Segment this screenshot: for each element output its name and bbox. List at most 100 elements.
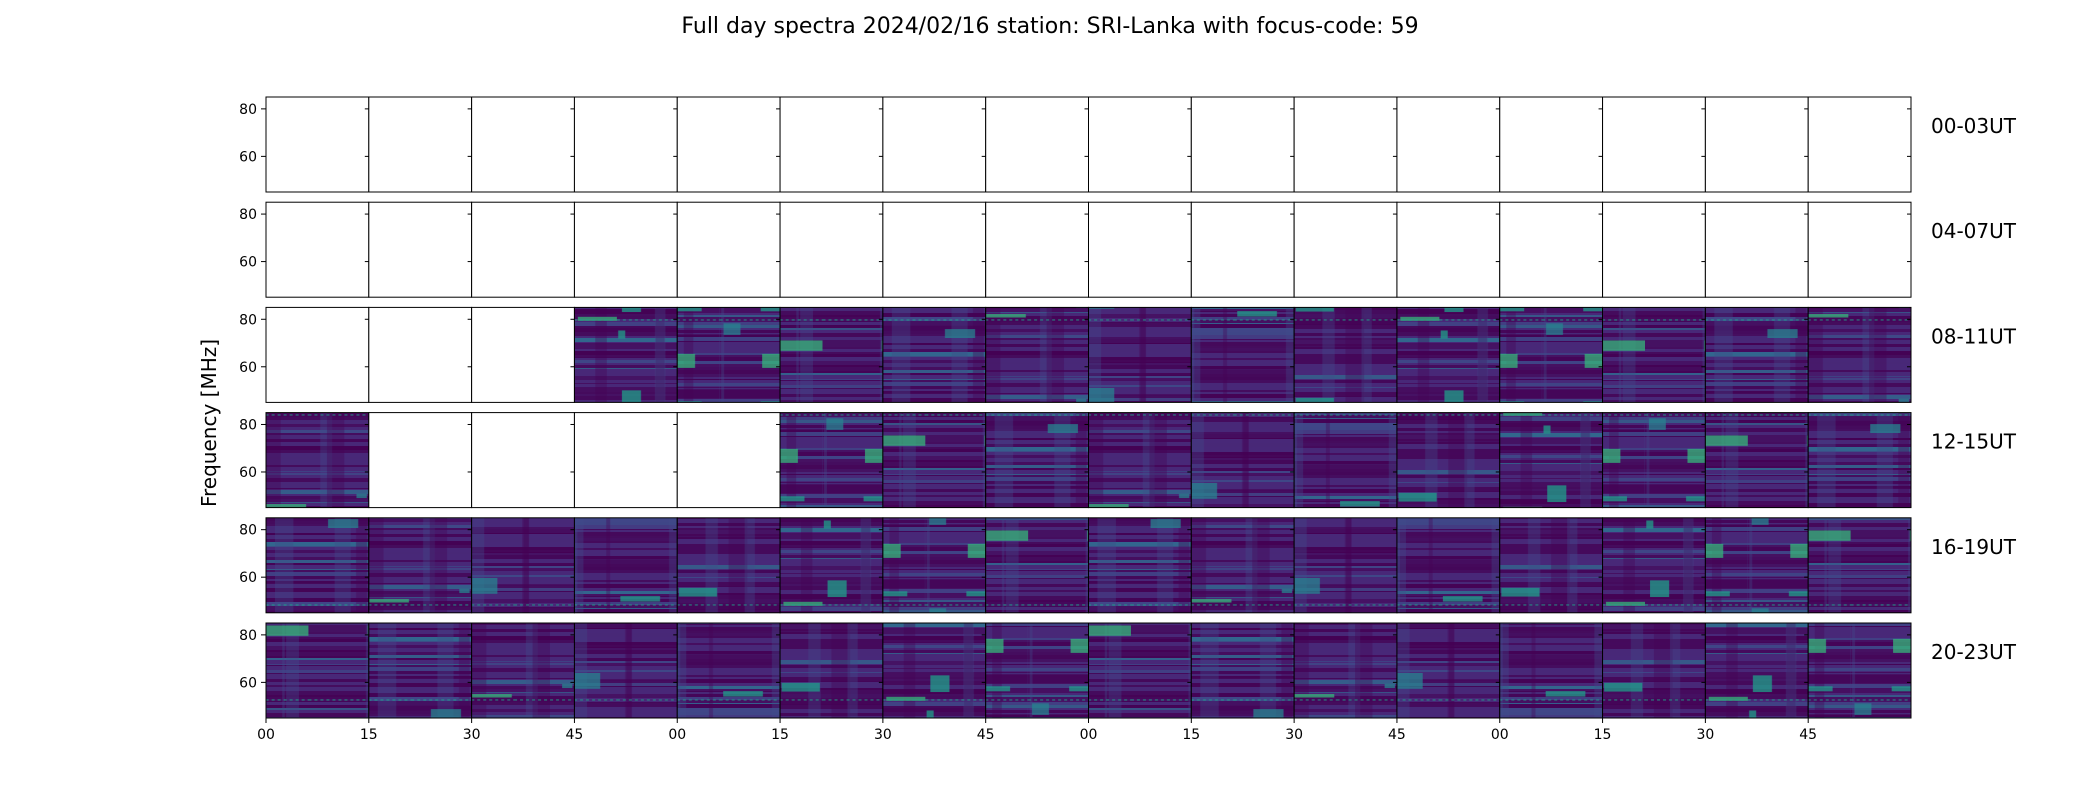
y-tick-label: 80 bbox=[239, 312, 257, 328]
spectrum-panel bbox=[265, 517, 370, 614]
spectrum-panel bbox=[471, 412, 575, 509]
y-tick-label: 80 bbox=[239, 628, 257, 644]
spectrum-panel bbox=[471, 306, 575, 403]
spectrum-panel bbox=[1293, 412, 1398, 509]
x-axis: 00 15 30 45 00 15 30 45 00 15 30 45 00 15 30 45 bbox=[257, 718, 1817, 743]
spectrum-panel bbox=[676, 201, 781, 298]
spectrum-panel bbox=[1190, 412, 1295, 509]
spectrum-panel bbox=[1293, 622, 1398, 719]
spectrum-panel bbox=[1499, 412, 1604, 509]
spectrum-panel bbox=[1602, 201, 1706, 298]
y-tick-label: 60 bbox=[239, 149, 257, 165]
spectrum-panel bbox=[882, 306, 987, 403]
spectrum-panel bbox=[1807, 306, 1912, 403]
row-label: 12-15UT bbox=[1931, 430, 2017, 454]
spectrum-panel bbox=[1293, 96, 1398, 193]
spectrum-panel bbox=[1190, 96, 1295, 193]
row-label: 08-11UT bbox=[1931, 324, 2017, 348]
y-tick-label: 60 bbox=[239, 675, 257, 691]
spectrum-panel bbox=[1088, 201, 1192, 298]
row-label: 00-03UT bbox=[1931, 114, 2017, 138]
x-tick-label: 15 bbox=[1182, 727, 1200, 743]
spectrum-panel bbox=[882, 201, 987, 298]
spectrum-panel bbox=[779, 201, 884, 298]
spectrum-panel bbox=[1088, 306, 1192, 403]
row-00-03UT: 80 60 00-03UT bbox=[239, 96, 2017, 193]
y-axis-label: Frequency [MHz] bbox=[197, 339, 221, 507]
y-tick-label: 80 bbox=[239, 207, 257, 223]
spectrum-panel bbox=[1396, 622, 1501, 719]
spectrum-panel bbox=[779, 96, 884, 193]
spectrum-panel bbox=[1396, 201, 1501, 298]
spectrum-panel bbox=[676, 412, 781, 509]
y-tick-label: 60 bbox=[239, 360, 257, 376]
spectrum-panel bbox=[1602, 96, 1706, 193]
spectrum-panel bbox=[779, 306, 884, 403]
chart-title: Full day spectra 2024/02/16 station: SRI… bbox=[681, 14, 1418, 39]
spectrum-panel bbox=[1499, 517, 1604, 614]
spectrum-panel bbox=[1190, 306, 1295, 403]
spectrum-panel bbox=[1088, 412, 1192, 509]
spectrum-panel bbox=[265, 201, 370, 298]
spectrum-panel bbox=[1190, 517, 1295, 614]
spectrum-panel bbox=[985, 517, 1089, 614]
spectrum-panel bbox=[1293, 306, 1398, 403]
spectrum-panel bbox=[1807, 517, 1912, 614]
row-label: 16-19UT bbox=[1931, 535, 2017, 559]
spectrum-panel bbox=[368, 412, 473, 509]
spectrum-panel bbox=[1499, 306, 1604, 403]
row-20-23UT: 80 60 20-23UT bbox=[239, 622, 2017, 719]
spectrum-panel bbox=[1088, 622, 1192, 719]
spectrum-panel bbox=[985, 96, 1089, 193]
spectrum-panel bbox=[1704, 622, 1809, 719]
spectrum-panel bbox=[573, 201, 678, 298]
y-tick-label: 60 bbox=[239, 570, 257, 586]
spectrum-panel bbox=[676, 96, 781, 193]
spectrum-panel bbox=[573, 517, 678, 614]
y-tick-label: 60 bbox=[239, 255, 257, 271]
row-08-11UT: 80 60 08-11UT bbox=[239, 306, 2017, 403]
x-tick-label: 00 bbox=[1080, 727, 1098, 743]
spectrum-panel bbox=[985, 412, 1089, 509]
x-tick-label: 15 bbox=[360, 727, 378, 743]
spectrum-panel bbox=[471, 96, 575, 193]
spectrum-panel bbox=[779, 412, 884, 509]
spectrum-panel bbox=[1807, 96, 1912, 193]
spectrum-panel bbox=[779, 622, 884, 719]
x-tick-label: 00 bbox=[257, 727, 275, 743]
spectrum-panel bbox=[368, 517, 473, 614]
x-tick-label: 45 bbox=[1388, 727, 1406, 743]
spectrum-panel bbox=[265, 622, 370, 719]
x-tick-label: 45 bbox=[1799, 727, 1817, 743]
row-label: 20-23UT bbox=[1931, 640, 2017, 664]
row-label: 04-07UT bbox=[1931, 219, 2017, 243]
spectrum-panel bbox=[1807, 622, 1912, 719]
x-tick-label: 00 bbox=[1491, 727, 1509, 743]
spectrum-panel bbox=[1704, 306, 1809, 403]
spectrum-panel bbox=[1602, 412, 1706, 509]
spectrum-panel bbox=[1088, 517, 1192, 614]
spectrum-panel bbox=[779, 517, 884, 614]
x-tick-label: 45 bbox=[566, 727, 584, 743]
spectrum-panel bbox=[882, 622, 987, 719]
x-tick-label: 30 bbox=[463, 727, 481, 743]
y-tick-label: 80 bbox=[239, 417, 257, 433]
spectrum-panel bbox=[1293, 201, 1398, 298]
x-tick-label: 15 bbox=[771, 727, 789, 743]
spectrum-panel bbox=[1499, 201, 1604, 298]
spectrum-panel bbox=[676, 517, 781, 614]
y-tick-label: 60 bbox=[239, 465, 257, 481]
spectrum-panel bbox=[882, 517, 987, 614]
spectrum-panel bbox=[985, 622, 1089, 719]
spectrum-panel bbox=[1499, 96, 1604, 193]
spectrum-panel bbox=[1602, 622, 1706, 719]
spectrum-panel bbox=[368, 96, 473, 193]
spectrum-panel bbox=[1704, 517, 1809, 614]
row-12-15UT: 80 60 12-15UT bbox=[239, 412, 2017, 509]
spectrum-panel bbox=[1396, 96, 1501, 193]
spectrum-panel bbox=[1499, 622, 1604, 719]
spectrum-panel bbox=[1807, 201, 1912, 298]
spectrum-panel bbox=[265, 96, 370, 193]
spectrum-panel bbox=[471, 622, 575, 719]
